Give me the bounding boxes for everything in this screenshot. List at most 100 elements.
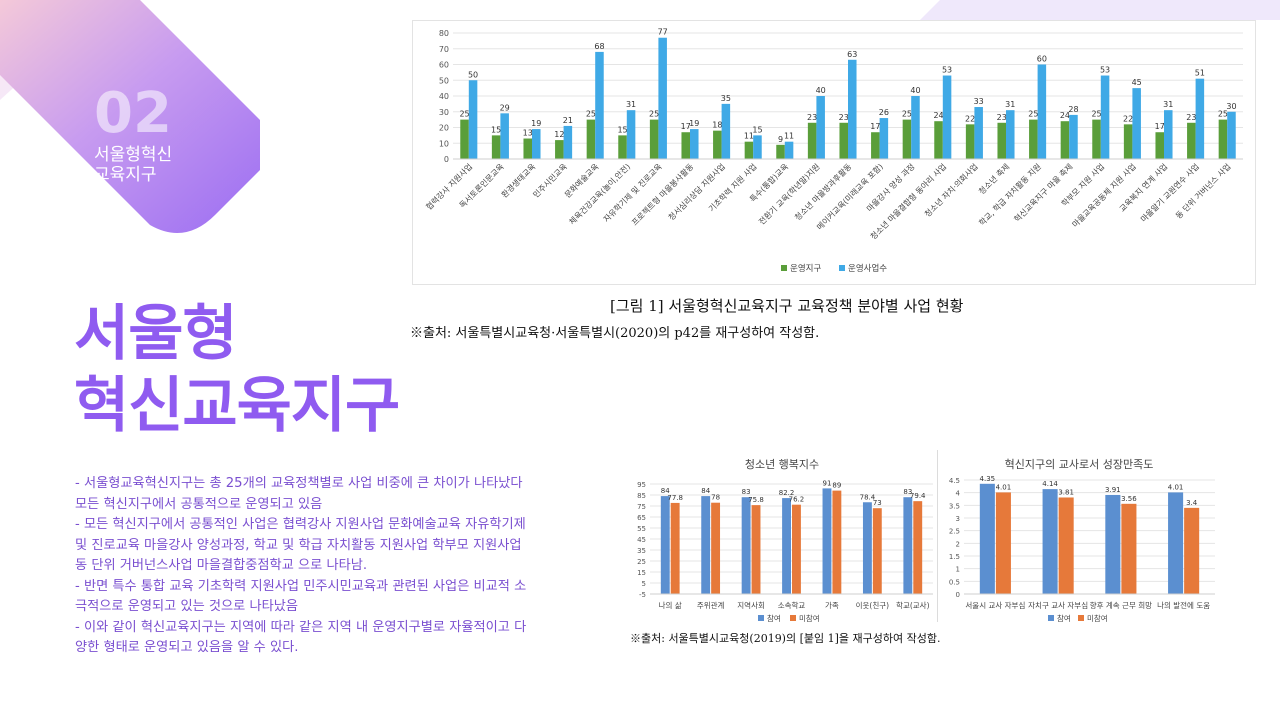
x-category-label: 자치구 교사 자부심 <box>1028 600 1088 610</box>
x-category-label: 학교(교사) <box>896 600 930 610</box>
bar-series2 <box>911 96 920 159</box>
data-label: 3.91 <box>1105 486 1121 494</box>
data-label: 63 <box>847 50 857 59</box>
body-line: - 이와 같이 혁신교육지구는 지역에 따라 같은 지역 내 운영지구별로 자율… <box>75 619 527 635</box>
bar-series2 <box>563 125 573 159</box>
x-category-label: 서울시 교사 자부심 <box>965 600 1025 610</box>
data-label: 40 <box>910 86 920 95</box>
y-tick-label: 4 <box>956 490 961 498</box>
y-tick-label: 75 <box>637 503 646 511</box>
bar-series2 <box>848 59 857 159</box>
chart-divider <box>937 450 938 622</box>
legend-swatch <box>790 615 796 621</box>
data-label: 11 <box>744 132 754 141</box>
bottom-figure-source: ※출처: 서울특별시교육청(2019)의 [붙임 1]을 재구성하여 작성함. <box>630 632 941 645</box>
y-tick-label: 1.5 <box>949 553 960 561</box>
data-label: 17 <box>681 122 691 131</box>
section-badge: 02 서울형혁신 교육지구 <box>94 86 254 185</box>
decorative-stripe <box>920 0 1280 20</box>
data-label: 4.01 <box>1168 483 1184 491</box>
data-label: 50 <box>468 70 478 79</box>
y-tick-label: 80 <box>439 29 449 38</box>
bar-series1 <box>1029 119 1038 159</box>
bar-series1 <box>681 132 690 159</box>
bar-series1 <box>776 144 785 159</box>
bar-series1 <box>997 122 1006 159</box>
data-label: 17 <box>870 122 880 131</box>
y-tick-label: 55 <box>637 525 646 533</box>
bar-series1 <box>741 497 751 594</box>
data-label: 3.81 <box>1058 488 1074 496</box>
bar-series2 <box>1132 88 1141 159</box>
data-label: 60 <box>1037 55 1047 64</box>
data-label: 25 <box>459 110 469 119</box>
bar-series1 <box>839 122 848 159</box>
bar-series2 <box>1100 75 1110 159</box>
data-label: 73 <box>873 499 882 507</box>
body-line: 극적으로 운영되고 있는 것으로 나타났음 <box>75 599 299 614</box>
body-line: 동 단위 거버넌스사업 마을결합중점학교 으로 나타남. <box>75 558 368 573</box>
y-tick-label: 35 <box>637 547 646 555</box>
data-label: 53 <box>942 66 952 75</box>
data-label: 25 <box>1028 110 1038 119</box>
bar-series1 <box>871 132 880 159</box>
y-tick-label: 20 <box>439 124 449 133</box>
bar-series2 <box>721 103 731 159</box>
bar-series1 <box>782 498 791 594</box>
bar-series2 <box>753 135 762 159</box>
y-tick-label: 65 <box>637 514 646 522</box>
bar-series2 <box>468 80 478 159</box>
legend-label: 운영지구 <box>790 263 821 274</box>
bar-series1 <box>555 140 564 159</box>
data-label: 77.8 <box>667 494 683 502</box>
body-line: - 반면 특수 통합 교육 기초학력 지원사업 민주시민교육과 관련된 사업은 … <box>75 578 527 594</box>
data-label: 83 <box>742 488 751 496</box>
bar-series2 <box>595 51 604 159</box>
data-label: 45 <box>1132 78 1142 87</box>
bar-series1 <box>862 502 872 594</box>
bar-series2 <box>995 492 1011 594</box>
x-category-label: 마을알기 교원연수 사업 <box>1138 161 1201 224</box>
x-category-label: 나의 발전에 도움 <box>1157 600 1210 610</box>
x-category-label: 혁신교육지구 마을 축제 <box>1013 162 1075 224</box>
bar-series2 <box>1195 78 1205 159</box>
figure-caption: [그림 1] 서울형혁신교육지구 교육정책 분야별 사업 현황 <box>610 297 964 315</box>
data-label: 4.01 <box>996 483 1012 491</box>
bar-series1 <box>649 119 659 159</box>
bar-series2 <box>913 501 923 594</box>
y-tick-label: 1 <box>956 566 960 574</box>
data-label: 4.35 <box>980 475 996 483</box>
x-category-label: 소속학교 <box>778 600 806 610</box>
bar-series2 <box>1037 64 1047 159</box>
y-tick-label: 5 <box>642 580 646 588</box>
data-label: 89 <box>832 482 841 490</box>
data-label: 77 <box>658 28 668 37</box>
data-label: 11 <box>784 132 794 141</box>
bar-series2 <box>500 113 509 159</box>
legend-swatch <box>839 265 845 271</box>
bar-series2 <box>784 141 794 159</box>
data-label: 9 <box>778 135 783 144</box>
data-label: 25 <box>1218 110 1228 119</box>
bar-series1 <box>822 488 832 594</box>
chart-teacher-satisfaction: 0 0.5 1 1.5 2 2.5 3 3.5 4 4.5 4.35 4.01 서울시 교사 자부심 4.… <box>940 440 1218 626</box>
y-tick-label: 2 <box>956 540 960 548</box>
y-tick-label: 3.5 <box>949 502 960 510</box>
y-tick-label: 2.5 <box>949 528 960 536</box>
y-tick-label: 0 <box>444 155 449 164</box>
chart-title: 청소년 행복지수 <box>745 458 819 471</box>
x-category-label: 학교, 학급 자치활동 지원 <box>977 161 1043 227</box>
data-label: 82.2 <box>779 489 795 497</box>
data-label: 3.4 <box>1186 499 1198 507</box>
data-label: 30 <box>1226 102 1236 111</box>
y-tick-label: 0.5 <box>949 578 960 586</box>
data-label: 23 <box>997 113 1007 122</box>
x-category-label: 청소년 축제 <box>977 161 1012 196</box>
x-category-label: 지역사회 <box>737 600 765 610</box>
body-line: 및 진로교육 마을강사 양성과정, 학교 및 학급 자치활동 지원사업 학부모 … <box>75 537 522 553</box>
bar-series1 <box>965 124 975 159</box>
y-tick-label: 70 <box>439 45 449 54</box>
x-category-label: 청서심리상담 지원사업 <box>666 161 727 222</box>
